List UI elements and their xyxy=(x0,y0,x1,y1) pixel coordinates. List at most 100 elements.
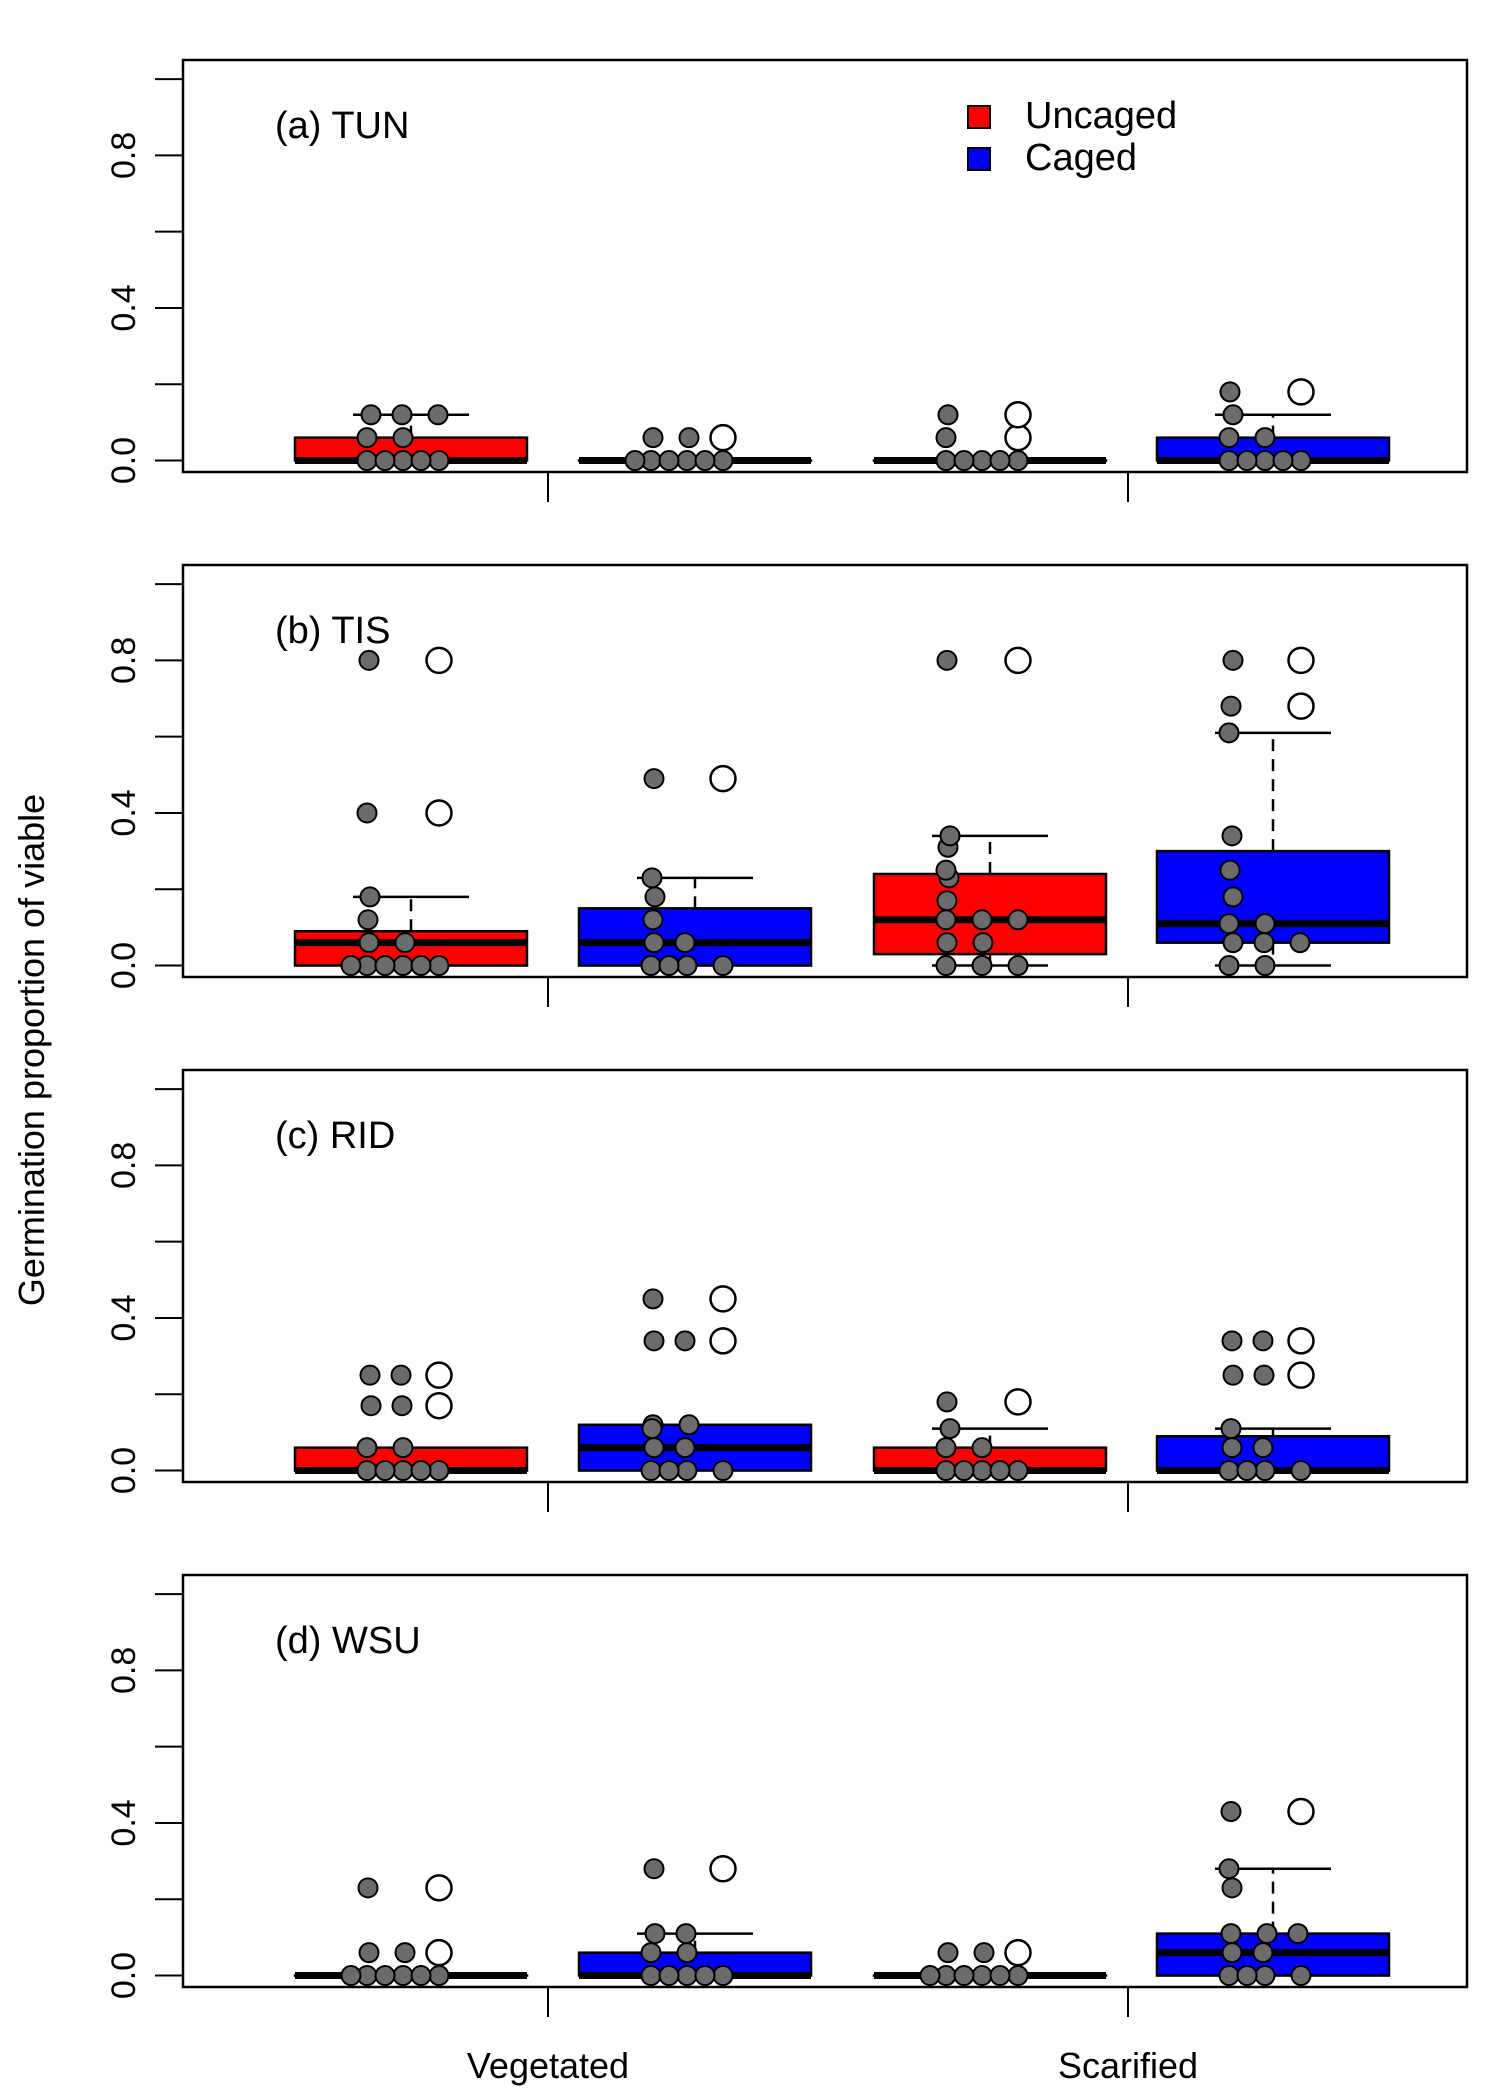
data-point xyxy=(643,1858,665,1880)
data-point xyxy=(340,955,362,977)
data-point xyxy=(358,1942,380,1964)
data-point xyxy=(641,1418,663,1440)
data-point xyxy=(358,649,380,671)
data-point xyxy=(937,1942,959,1964)
data-point xyxy=(428,1965,450,1987)
data-point xyxy=(658,1965,680,1987)
outlier-point xyxy=(425,1391,453,1420)
data-point xyxy=(1252,1437,1274,1459)
outlier-point xyxy=(425,646,453,675)
x-group-label-vegetated: Vegetated xyxy=(467,2045,629,2086)
y-tick-label: 0.0 xyxy=(105,1447,143,1494)
data-point xyxy=(642,909,664,931)
data-point xyxy=(1222,932,1244,954)
data-point xyxy=(1222,886,1244,908)
data-point xyxy=(939,1418,961,1440)
data-point xyxy=(410,1460,432,1482)
data-point xyxy=(1222,404,1244,426)
box-scarified-caged xyxy=(1155,378,1391,472)
data-point xyxy=(1290,450,1312,472)
data-point xyxy=(678,1414,700,1436)
data-point xyxy=(428,955,450,977)
data-point xyxy=(1254,1460,1276,1482)
outlier-point xyxy=(709,1854,737,1883)
box-scarified-uncaged xyxy=(872,646,1108,977)
box-vegetated-uncaged xyxy=(293,646,529,977)
data-point xyxy=(360,1395,382,1417)
legend-swatch xyxy=(967,147,991,171)
data-point xyxy=(674,1437,696,1459)
data-point xyxy=(641,867,663,889)
data-point xyxy=(390,1364,412,1386)
data-point xyxy=(624,450,646,472)
data-point xyxy=(642,1288,664,1310)
plot-frame xyxy=(181,1573,1469,1989)
data-point xyxy=(1221,825,1243,847)
legend-swatch xyxy=(967,105,991,129)
data-point xyxy=(1290,1965,1312,1987)
data-point xyxy=(1221,1330,1243,1352)
data-point xyxy=(1252,1330,1274,1352)
data-point xyxy=(1222,1364,1244,1386)
outlier-point xyxy=(1287,378,1315,406)
y-tick-label: 0.8 xyxy=(105,1647,143,1694)
y-tick-label: 0.0 xyxy=(105,942,143,989)
outlier-point xyxy=(1287,1797,1315,1826)
data-point xyxy=(1220,1923,1242,1945)
data-point xyxy=(1219,381,1241,403)
data-point xyxy=(640,955,662,977)
data-point xyxy=(359,886,381,908)
data-point xyxy=(1220,1801,1242,1823)
data-point xyxy=(1253,1364,1275,1386)
data-point xyxy=(1254,1965,1276,1987)
outlier-point xyxy=(425,799,453,827)
data-point xyxy=(676,955,698,977)
y-tick-label: 0.8 xyxy=(105,132,143,179)
data-point xyxy=(410,1965,432,1987)
box-scarified-caged xyxy=(1155,1327,1391,1482)
data-point xyxy=(989,1965,1011,1987)
data-point xyxy=(971,955,993,977)
data-point xyxy=(676,450,698,472)
data-point xyxy=(394,932,416,954)
data-point xyxy=(658,450,680,472)
data-point xyxy=(410,450,432,472)
data-point xyxy=(1256,1923,1278,1945)
outlier-point xyxy=(1287,692,1315,720)
y-tick-label: 0.4 xyxy=(105,789,143,836)
panel-3: 0.0 0.4 0.8 (d) WSU xyxy=(105,1573,1469,2017)
data-point xyxy=(643,1437,665,1459)
data-point xyxy=(640,1965,662,1987)
data-point xyxy=(678,427,700,449)
data-point xyxy=(392,955,414,977)
data-point xyxy=(1236,450,1258,472)
data-point xyxy=(1007,955,1029,977)
data-point xyxy=(427,404,449,426)
data-point xyxy=(1289,932,1311,954)
data-point xyxy=(428,1460,450,1482)
legend-label: Uncaged xyxy=(1025,95,1177,137)
data-point xyxy=(360,404,382,426)
data-point xyxy=(1254,955,1276,977)
legend-label: Caged xyxy=(1025,137,1137,179)
panel-title: (b) TIS xyxy=(275,610,390,652)
data-point xyxy=(936,890,958,912)
box-scarified-caged xyxy=(1155,1797,1391,1987)
data-point xyxy=(394,1942,416,1964)
data-point xyxy=(392,1965,414,1987)
data-point xyxy=(971,1437,993,1459)
data-point xyxy=(391,1395,413,1417)
data-point xyxy=(989,450,1011,472)
data-point xyxy=(428,450,450,472)
data-point xyxy=(694,450,716,472)
data-point xyxy=(971,450,993,472)
panel-title: (d) WSU xyxy=(275,1620,421,1662)
outlier-point xyxy=(709,764,737,793)
data-point xyxy=(1007,1460,1029,1482)
data-point xyxy=(392,1437,414,1459)
data-point xyxy=(919,1965,941,1987)
data-point xyxy=(1287,1923,1309,1945)
data-point xyxy=(936,1391,958,1413)
data-point xyxy=(1222,649,1244,671)
data-point xyxy=(1218,1460,1240,1482)
